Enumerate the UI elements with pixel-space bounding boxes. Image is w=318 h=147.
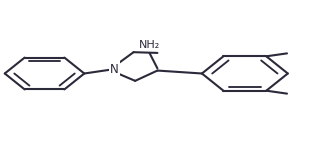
Text: NH₂: NH₂ — [139, 40, 160, 50]
Text: N: N — [110, 63, 119, 76]
